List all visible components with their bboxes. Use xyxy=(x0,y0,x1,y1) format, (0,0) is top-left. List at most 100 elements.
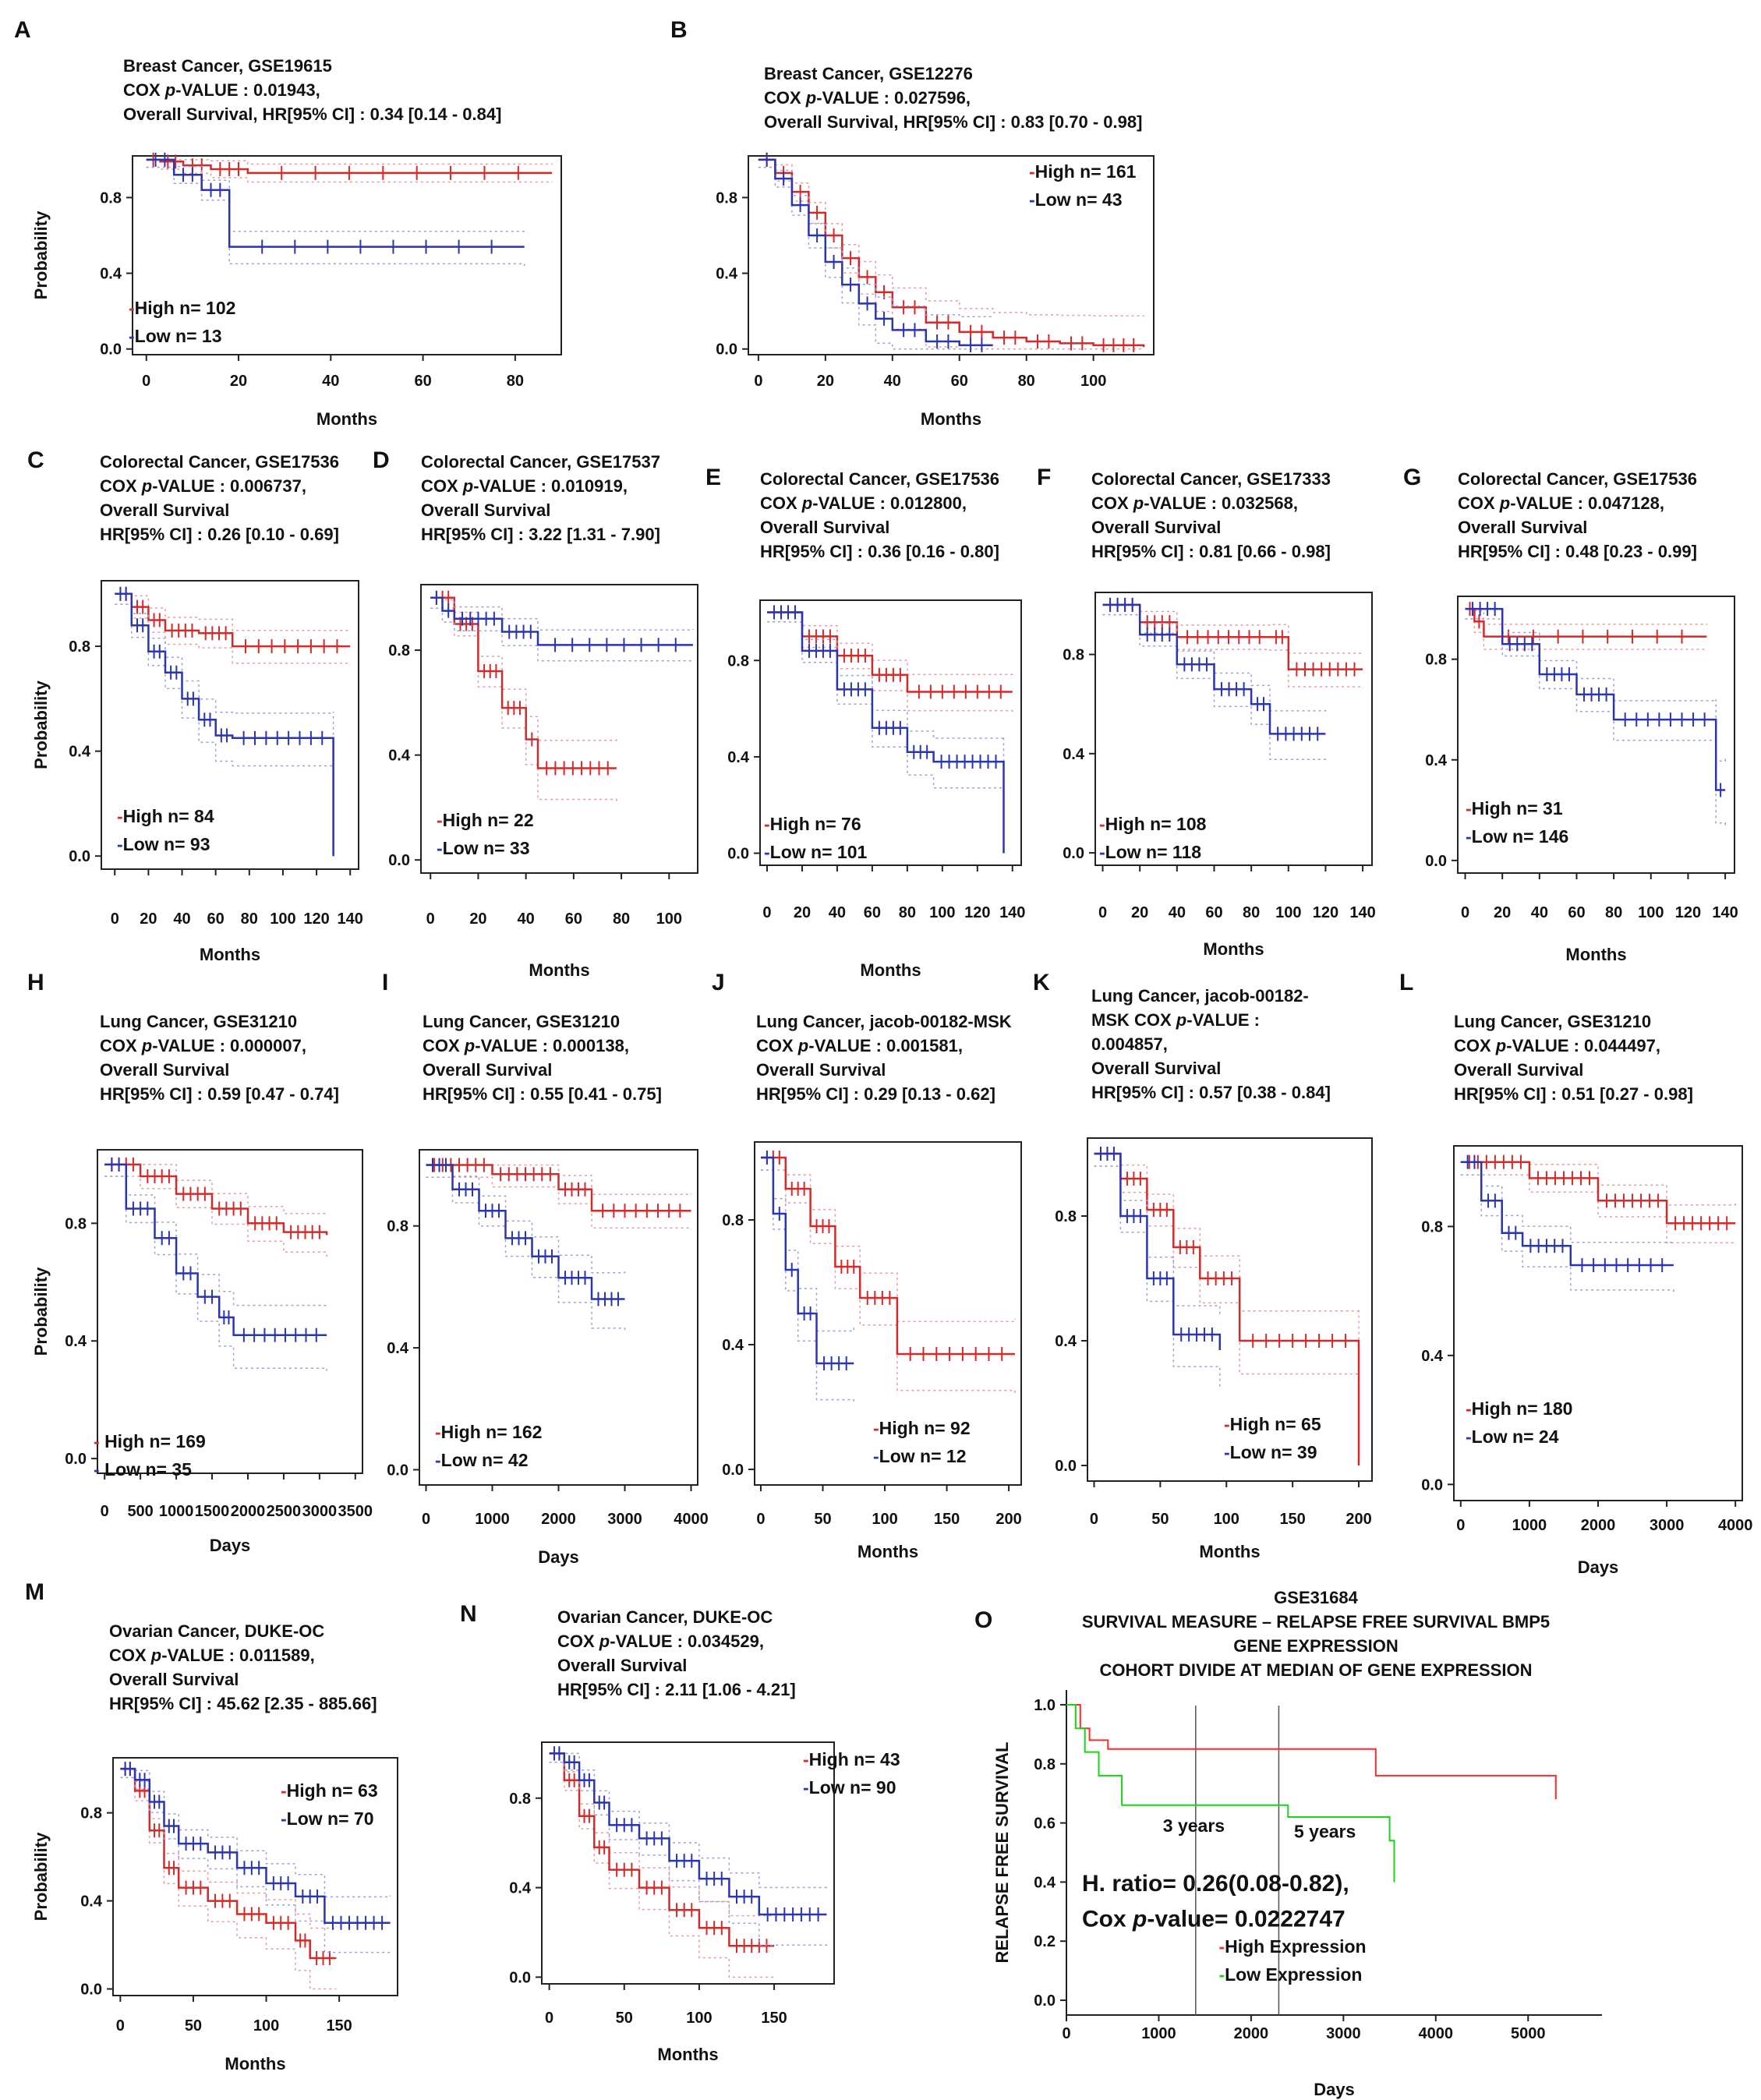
x-tick-label: 80 xyxy=(1243,904,1260,921)
x-tick-label: 0 xyxy=(1098,904,1107,921)
survival-curve-low xyxy=(1465,607,1726,791)
chart-title-line: Overall Survival xyxy=(1458,518,1587,537)
y-tick-label: 0.8 xyxy=(65,1215,87,1232)
y-tick-label: 0.0 xyxy=(509,1969,531,1986)
x-tick-label: 60 xyxy=(414,373,431,390)
x-axis-title: Months xyxy=(529,960,589,980)
x-axis-title: Months xyxy=(860,960,921,980)
chart-title-line: Lung Cancer, GSE31210 xyxy=(423,1012,620,1031)
x-tick-label: 1000 xyxy=(159,1503,194,1520)
ci-lower-low xyxy=(104,1176,327,1371)
survival-curve-low xyxy=(549,1752,827,1916)
x-tick-label: 60 xyxy=(864,904,881,921)
ci-upper-low xyxy=(146,159,525,232)
survival-curve-high xyxy=(104,1163,328,1236)
cox-p-value-note: Cox p-value= 0.0222747 xyxy=(1082,1906,1346,1932)
x-tick-label: 5000 xyxy=(1511,2025,1546,2042)
y-tick-label: 0.0 xyxy=(387,1462,408,1479)
legend-entry-low: -Low n= 24 xyxy=(1466,1427,1559,1447)
chart-title-line: COX p-VALUE : 0.000138, xyxy=(423,1036,629,1055)
x-axis-title: Days xyxy=(1578,1557,1619,1577)
chart-title-line: Breast Cancer, GSE19615 xyxy=(123,56,332,76)
chart-title-line: Colorectal Cancer, GSE17333 xyxy=(1091,469,1331,489)
x-tick-label: 40 xyxy=(829,904,846,921)
legend-entry-low: -Low n= 12 xyxy=(873,1446,967,1466)
panel-h: H Lung Cancer, GSE31210 COX p-VALUE : 0.00… xyxy=(27,970,373,1555)
chart-title-line: COX p-VALUE : 0.034529, xyxy=(557,1632,764,1651)
x-tick-label: 0 xyxy=(756,1511,765,1528)
chart-title-line: Overall Survival xyxy=(100,500,229,520)
plot-frame xyxy=(132,155,562,355)
panel-letter-h: H xyxy=(27,970,44,995)
survival-curve-low xyxy=(1066,1704,1395,1883)
ci-upper-low xyxy=(426,1164,626,1274)
chart-title-line: HR[95% CI] : 0.26 [0.10 - 0.69] xyxy=(100,525,339,544)
x-tick-label: 100 xyxy=(1214,1511,1239,1528)
legend-entry-high: -High n= 102 xyxy=(129,298,235,318)
annotation-5-years: 5 years xyxy=(1294,1822,1356,1842)
chart-title-line: Overall Survival xyxy=(421,500,550,520)
x-tick-label: 2500 xyxy=(267,1503,302,1520)
ci-upper-high xyxy=(146,159,553,165)
plot-frame xyxy=(112,1757,398,1996)
panel-j: J Lung Cancer, jacob-00182-MSK COX p-VALUE… xyxy=(712,970,1022,1561)
chart-title-line: Overall Survival, HR[95% CI] : 0.83 [0.7… xyxy=(764,112,1142,132)
y-tick-label: 0.8 xyxy=(387,1218,408,1236)
chart-title-line: COX p-VALUE : 0.000007, xyxy=(100,1036,306,1055)
ci-lower-low xyxy=(1102,613,1327,762)
x-tick-label: 0 xyxy=(422,1511,430,1528)
panel-m: M Ovarian Cancer, DUKE-OC COX p-VALUE : 0.… xyxy=(25,1579,398,2073)
y-tick-label: 0.0 xyxy=(1421,1476,1443,1494)
plot-frame xyxy=(1087,1137,1373,1482)
plot-frame xyxy=(1094,592,1373,866)
plot-frame xyxy=(748,155,1155,355)
x-axis-title: Months xyxy=(657,2045,718,2064)
y-tick-label: 0.0 xyxy=(80,1982,102,1999)
x-tick-label: 40 xyxy=(518,910,535,928)
chart-title-line: Colorectal Cancer, GSE17536 xyxy=(100,452,339,472)
ci-upper-high xyxy=(1102,604,1363,654)
x-tick-label: 60 xyxy=(207,910,225,928)
chart-title-line: Lung Cancer, jacob-00182- xyxy=(1091,986,1309,1006)
x-tick-label: 100 xyxy=(1080,373,1106,390)
survival-curve-low xyxy=(146,158,525,248)
ci-lower-high xyxy=(115,603,351,664)
y-tick-label: 0.0 xyxy=(69,848,90,865)
x-tick-label: 100 xyxy=(872,1511,897,1528)
x-tick-label: 60 xyxy=(951,373,968,390)
chart-title-line: Lung Cancer, GSE31210 xyxy=(100,1012,297,1031)
legend-entry-high: -High n= 161 xyxy=(1029,161,1137,182)
y-axis-title: Probability xyxy=(31,210,51,299)
x-tick-label: 2000 xyxy=(541,1511,576,1528)
legend-entry-low: -Low n= 70 xyxy=(281,1808,374,1829)
y-tick-label: 0.0 xyxy=(1425,853,1447,870)
x-tick-label: 100 xyxy=(253,2017,279,2035)
y-axis-title: Probability xyxy=(31,1267,51,1356)
x-tick-label: 150 xyxy=(1279,1511,1305,1528)
legend-entry-high: -High n= 65 xyxy=(1224,1414,1321,1434)
x-tick-label: 3500 xyxy=(338,1503,373,1520)
x-tick-label: 20 xyxy=(469,910,486,928)
legend-entry-high: -High n= 76 xyxy=(764,814,861,834)
ci-lower-high xyxy=(549,1762,775,1978)
panel-letter-n: N xyxy=(460,1601,477,1627)
chart-title-line: HR[95% CI] : 0.81 [0.66 - 0.98] xyxy=(1091,542,1331,561)
chart-title-line: HR[95% CI] : 2.11 [1.06 - 4.21] xyxy=(557,1680,796,1699)
chart-title-line: HR[95% CI] : 0.48 [0.23 - 0.99] xyxy=(1458,542,1697,561)
chart-title-line: HR[95% CI] : 0.36 [0.16 - 0.80] xyxy=(760,542,999,561)
chart-title-line: Overall Survival, HR[95% CI] : 0.34 [0.1… xyxy=(123,104,501,124)
y-tick-label: 0.0 xyxy=(722,1462,744,1479)
x-tick-label: 80 xyxy=(1605,904,1622,921)
panel-letter-i: I xyxy=(382,970,388,995)
x-tick-label: 100 xyxy=(686,2010,712,2027)
annotation-3-years: 3 years xyxy=(1163,1815,1225,1836)
panel-letter-d: D xyxy=(373,447,390,473)
survival-curve-high xyxy=(1102,603,1363,670)
plot-frame xyxy=(101,580,359,870)
y-tick-label: 0.8 xyxy=(1055,1208,1077,1225)
y-tick-label: 0.8 xyxy=(100,189,122,207)
chart-title-line: COX p-VALUE : 0.011589, xyxy=(109,1646,315,1665)
y-tick-label: 0.8 xyxy=(727,652,749,670)
y-tick-label: 0.4 xyxy=(1034,1874,1056,1891)
x-tick-label: 100 xyxy=(270,910,295,928)
